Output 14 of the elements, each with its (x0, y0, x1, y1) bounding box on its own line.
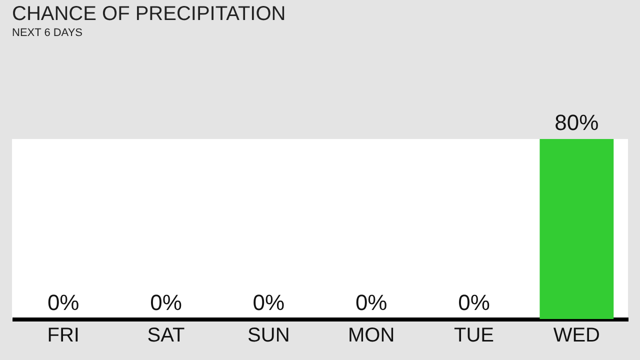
x-tick-label: WED (553, 324, 600, 346)
x-tick-label: SUN (248, 324, 290, 346)
x-tick-label: MON (348, 324, 395, 346)
chart-subtitle: NEXT 6 DAYS (12, 27, 83, 39)
data-label: 80% (554, 110, 599, 135)
x-tick-label: TUE (454, 324, 494, 346)
data-label: 0% (150, 290, 182, 315)
data-label: 0% (47, 290, 80, 315)
data-label: 0% (355, 290, 388, 315)
chart-title: CHANCE OF PRECIPITATION (12, 3, 286, 25)
data-label: 0% (458, 290, 490, 315)
data-label: 0% (252, 290, 285, 315)
x-tick-label: SAT (147, 324, 185, 346)
x-tick-label: FRI (47, 324, 80, 346)
